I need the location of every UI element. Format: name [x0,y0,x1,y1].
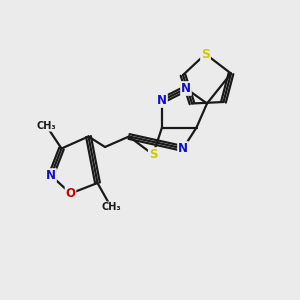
Text: CH₃: CH₃ [37,121,56,131]
Text: CH₃: CH₃ [101,202,121,212]
Text: N: N [178,142,188,155]
Text: N: N [157,94,167,107]
Text: N: N [181,82,191,95]
Text: S: S [149,148,157,161]
Text: O: O [65,187,76,200]
Text: S: S [201,47,210,61]
Text: N: N [46,169,56,182]
